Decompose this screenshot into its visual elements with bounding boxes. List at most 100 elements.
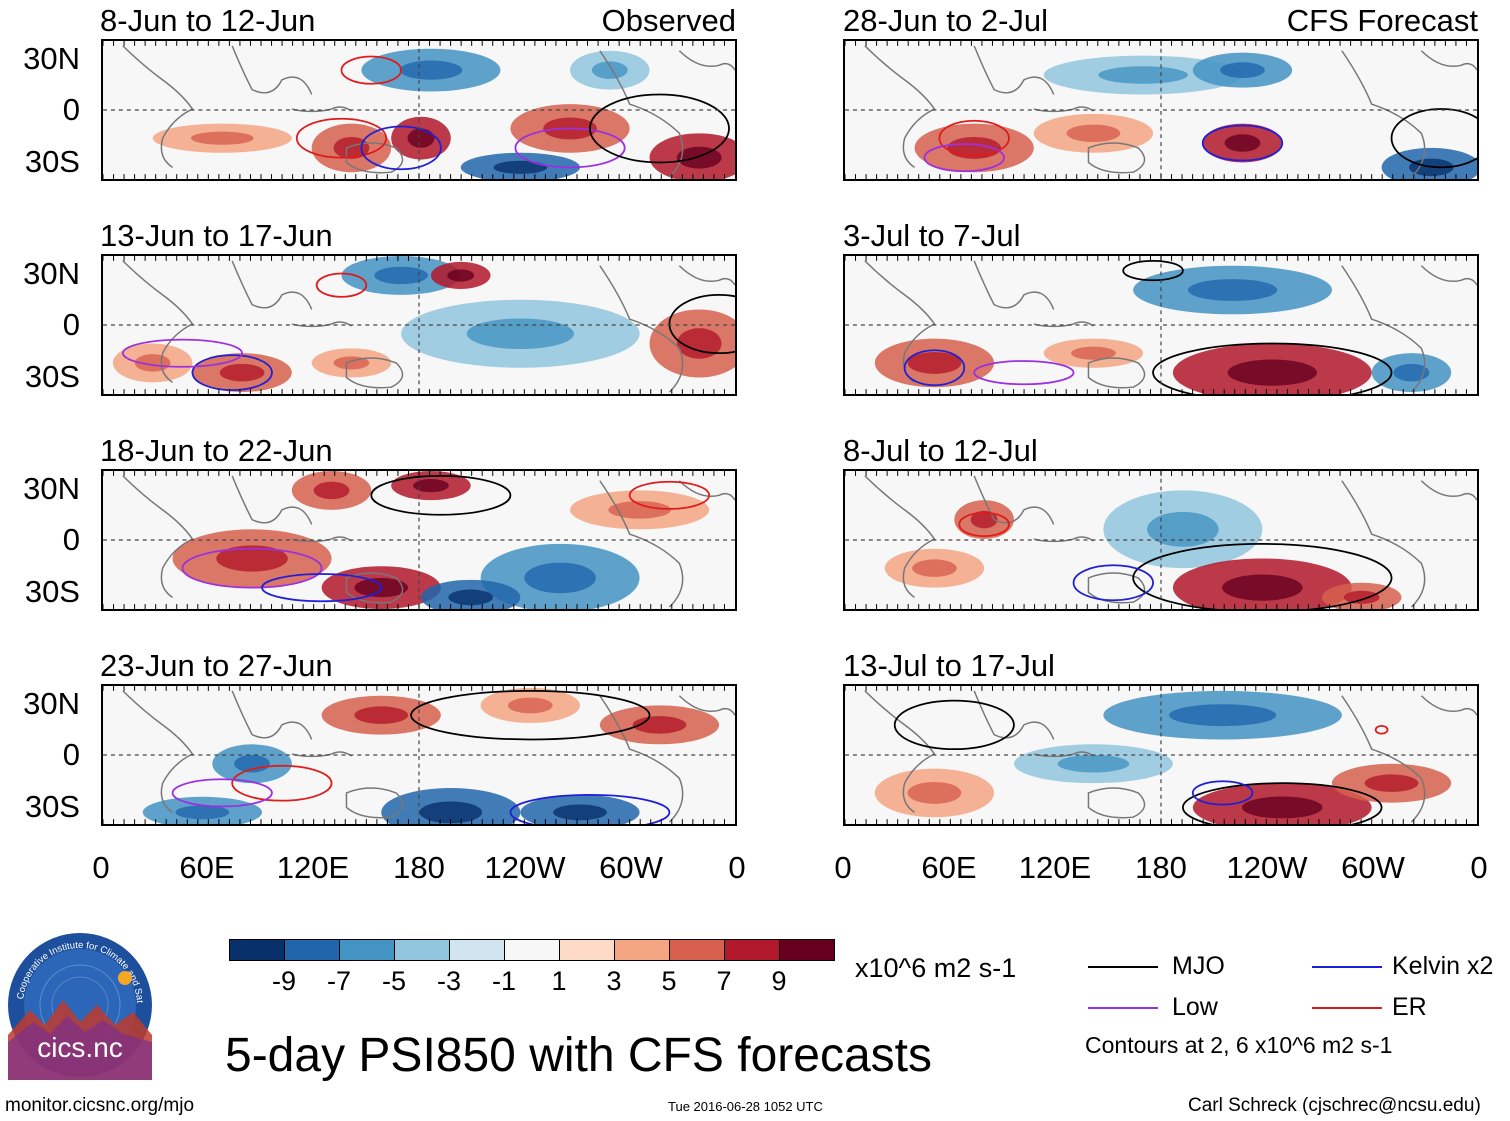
coastline [864,45,936,168]
colorbar-swatch [284,939,340,961]
map-panel [843,254,1479,396]
wave-contour [514,127,626,169]
legend-kelvin-label: Kelvin x2 [1392,952,1494,980]
coastline [345,357,404,389]
coastline [973,475,1055,525]
legend-mjo-line [1088,966,1158,968]
psi-anomaly-core [407,128,435,148]
coastline [1341,50,1426,178]
colorbar-swatch [779,939,835,961]
psi-anomaly-core [907,781,962,804]
coastline [345,572,404,604]
map-panel [843,684,1479,826]
lon-label: 180 [393,850,445,885]
psi-anomaly-core [947,136,1002,159]
wave-contour [903,349,966,387]
lat-label: 30N [23,471,80,506]
panel-tag: CFS Forecast [1286,3,1478,38]
legend-er-line [1312,1007,1382,1009]
wave-contour [973,360,1075,386]
lon-label: 0 [1470,850,1488,885]
lat-label: 0 [62,92,80,127]
coastline [678,50,735,71]
lon-label: 120E [1018,850,1092,885]
coastline [599,480,684,608]
psi-anomaly-core [466,318,575,350]
lat-label: 30S [24,789,80,824]
lat-label: 30N [23,41,80,76]
wave-contour [1152,342,1393,394]
coastline [678,695,735,716]
coastline [1033,536,1094,543]
coastline [678,265,735,286]
psi-anomaly-core [1222,574,1303,601]
legend-mjo-label: MJO [1172,952,1225,980]
lon-label: 0 [728,850,746,885]
colorbar-label: 7 [716,966,732,996]
psi-anomaly-core [608,501,671,519]
wave-contour [668,294,735,355]
lat-label: 30N [23,256,80,291]
colorbar-swatch [559,939,615,961]
coastline [864,475,936,598]
legend-note: Contours at 2, 6 x10^6 m2 s-1 [1085,1032,1393,1058]
wave-contour [893,699,1015,751]
psi-anomaly-core [447,269,475,282]
wave-contour [121,338,244,368]
coastline [599,265,684,393]
lon-label: 120W [484,850,566,885]
lon-label: 120E [276,850,350,885]
psi-anomaly-core [1343,590,1380,604]
coastline [1033,106,1094,113]
lon-label: 0 [92,850,110,885]
wave-contour [295,117,388,159]
map-panel [101,469,737,611]
psi-anomaly-core [1057,755,1130,773]
colorbar-label: -7 [326,966,351,996]
wave-contour [1181,782,1383,824]
wave-contour [509,793,671,824]
coastline [122,690,194,813]
psi-anomaly-core [419,801,483,824]
lon-label: 60W [1341,850,1405,885]
wave-contour [923,143,1005,173]
wave-contour [410,689,651,741]
panel-title: 13-Jun to 17-Jun [100,218,333,253]
colorbar-label: 9 [771,966,787,996]
wave-contour [315,272,368,298]
coastline [345,787,404,819]
map-panel [101,39,737,181]
wave-contour [1201,124,1284,162]
psi-anomaly-core [524,562,596,594]
wave-contour [340,55,403,85]
lon-label: 60E [921,850,977,885]
colorbar-label: 5 [661,966,677,996]
footer-link[interactable]: monitor.cicsnc.org/mjo [5,1095,195,1116]
coastline [291,536,352,543]
psi-anomaly-core [676,328,722,359]
lon-label: 60W [599,850,663,885]
psi-anomaly-core [1066,124,1121,143]
footer-credit: Carl Schreck (cjschrec@ncsu.edu) [1188,1095,1481,1116]
psi-anomaly-core [413,479,449,493]
lon-label: 180 [1135,850,1187,885]
colorbar-label: 3 [606,966,622,996]
coastline [599,50,684,178]
colorbar-swatch [229,939,285,961]
colorbar-swatch [504,939,560,961]
psi-anomaly-core [313,481,350,500]
wave-contour [191,354,273,391]
colorbar-swatch [669,939,725,961]
wave-contour [370,474,512,516]
coastline [122,45,194,168]
panel-title: 18-Jun to 22-Jun [100,433,333,468]
coastline [599,695,684,823]
coastline [1420,695,1477,716]
colorbar-swatch [394,939,450,961]
map-panel [843,469,1479,611]
psi-anomaly-core [907,351,962,374]
wave-contour [589,93,730,164]
wave-contour [231,764,333,802]
colorbar-units: x10^6 m2 s-1 [855,953,1017,983]
coastline [973,690,1055,740]
